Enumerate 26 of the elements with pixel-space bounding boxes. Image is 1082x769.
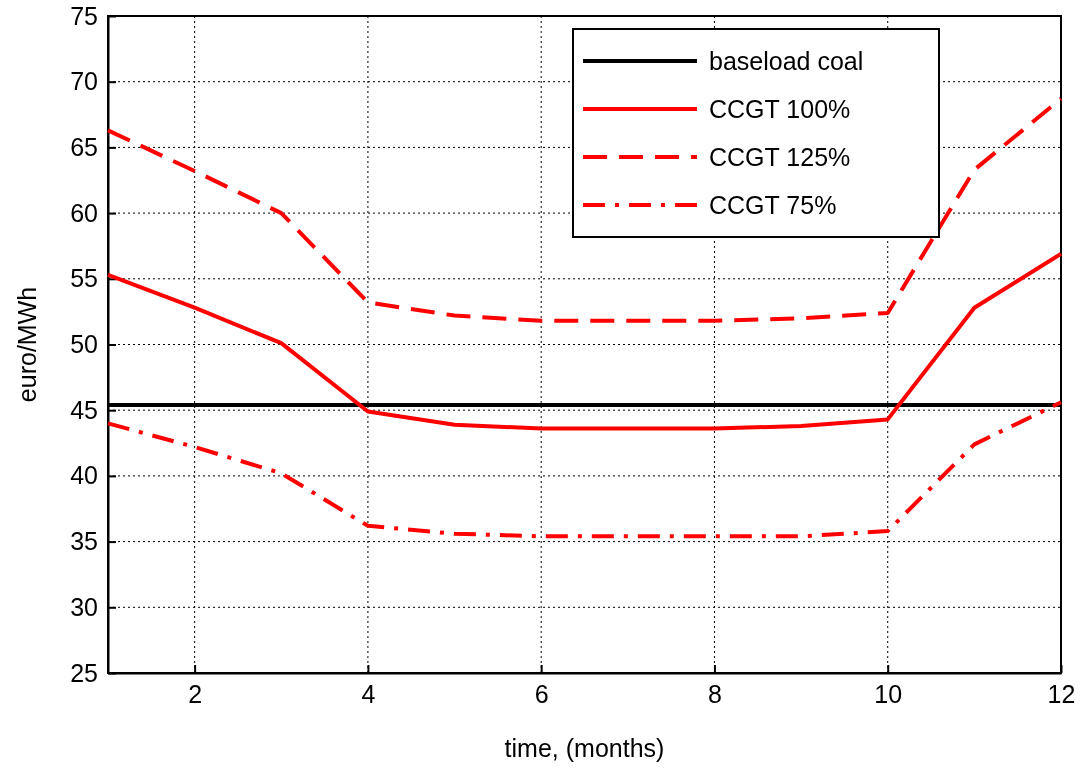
x-tick-label: 6 <box>534 679 549 708</box>
legend-label: CCGT 100% <box>709 95 851 123</box>
x-tick-label: 12 <box>1047 679 1076 708</box>
y-tick-label: 45 <box>70 395 98 424</box>
line-series <box>106 400 1063 539</box>
line-series <box>106 96 1063 323</box>
y-axis-title: euro/MWh <box>13 286 41 403</box>
y-tick-label: 75 <box>70 1 98 30</box>
y-tick-label: 30 <box>70 592 98 621</box>
legend-label: baseload coal <box>709 47 864 75</box>
y-tick-label: 65 <box>70 132 98 161</box>
legend-label: CCGT 125% <box>709 143 851 171</box>
y-tick-label: 40 <box>70 461 98 490</box>
y-tick-label: 35 <box>70 527 98 556</box>
y-tick-label: 55 <box>70 264 98 293</box>
x-tick-label: 8 <box>708 679 722 708</box>
x-tick-label: 4 <box>361 679 376 708</box>
x-tick-label: 2 <box>188 679 203 708</box>
x-tick-label: 10 <box>874 679 903 708</box>
y-tick-label: 70 <box>70 67 98 96</box>
y-tick-label: 60 <box>70 198 98 227</box>
y-tick-label: 50 <box>70 330 98 358</box>
legend-label: CCGT 75% <box>709 191 837 219</box>
line-series <box>106 251 1063 431</box>
x-axis-title: time, (months) <box>504 734 665 762</box>
y-tick-label: 25 <box>70 658 98 687</box>
